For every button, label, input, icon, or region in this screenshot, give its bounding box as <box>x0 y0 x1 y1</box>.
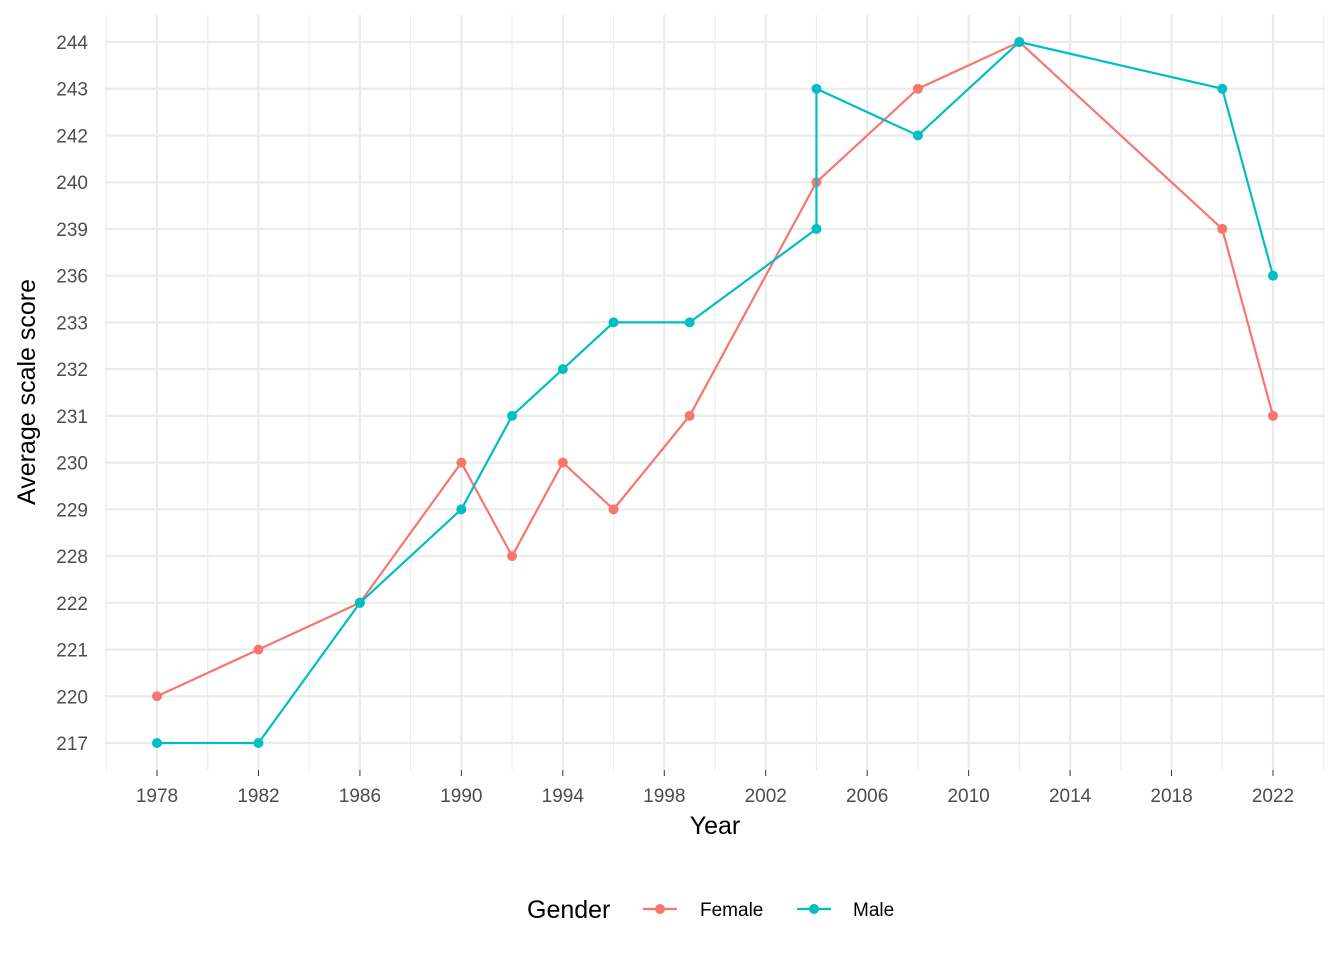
y-tick-label: 239 <box>56 220 88 241</box>
x-tick-label: 1978 <box>136 786 178 807</box>
x-tick-label: 1990 <box>440 786 482 807</box>
legend-label: Female <box>700 900 763 921</box>
x-tick-label: 1998 <box>643 786 685 807</box>
y-tick-label: 228 <box>56 547 88 568</box>
data-point-male <box>557 364 568 375</box>
x-tick-label: 1986 <box>339 786 381 807</box>
legend-key-point <box>655 904 665 914</box>
x-axis-title: Year <box>690 812 741 840</box>
data-point-female <box>152 691 162 702</box>
x-tick-label: 2022 <box>1252 786 1294 807</box>
y-tick-label: 236 <box>56 267 88 288</box>
y-tick-label: 243 <box>56 80 88 101</box>
y-axis-title: Average scale score <box>13 279 41 505</box>
data-point-male <box>684 317 695 328</box>
legend-key-point <box>809 904 819 914</box>
data-point-male <box>912 130 923 141</box>
x-tick-label: 1982 <box>237 786 279 807</box>
data-point-male <box>507 410 518 421</box>
data-point-male <box>1268 270 1278 281</box>
series-line-male <box>157 40 1275 745</box>
y-tick-label: 217 <box>56 734 88 755</box>
grid <box>105 15 1325 770</box>
data-point-male <box>1014 37 1025 47</box>
y-tick-label: 233 <box>56 313 88 334</box>
y-tick-label: 221 <box>56 641 88 662</box>
x-axis-ticks: 1978 1982 1986 1990 1994 1998 2002 2006 2010 2014… <box>136 770 1294 807</box>
y-tick-label: 222 <box>56 594 88 615</box>
x-tick-label: 2018 <box>1150 786 1192 807</box>
data-point-female <box>608 504 619 515</box>
data-point-male <box>456 504 467 515</box>
x-tick-label: 2010 <box>947 786 989 807</box>
data-point-female <box>1268 410 1278 421</box>
legend-title: Gender <box>527 896 610 924</box>
legend-label: Male <box>853 900 894 921</box>
y-tick-label: 242 <box>56 126 88 147</box>
data-point-female <box>1217 223 1228 234</box>
data-point-male <box>152 738 162 748</box>
x-tick-label: 1994 <box>542 786 585 807</box>
data-point-female <box>507 551 518 562</box>
data-point-male <box>354 597 365 608</box>
x-tick-label: 2006 <box>846 786 888 807</box>
legend: Gender Female Male <box>527 896 894 924</box>
y-tick-label: 230 <box>56 454 88 475</box>
data-point-female <box>684 410 695 421</box>
y-axis-ticks: 217 220 221 222 228 229 230 231 232 233 236 239 240 2… <box>56 33 88 755</box>
y-tick-label: 240 <box>56 173 88 194</box>
data-point-male <box>811 83 822 94</box>
x-tick-label: 2014 <box>1049 786 1092 807</box>
data-point-male <box>811 223 822 234</box>
data-point-female <box>456 457 467 468</box>
y-tick-label: 244 <box>56 33 88 54</box>
data-point-male <box>608 317 619 328</box>
data-point-female <box>557 457 568 468</box>
data-point-female <box>253 644 264 655</box>
y-tick-label: 220 <box>56 687 88 708</box>
y-tick-label: 229 <box>56 500 88 521</box>
data-point-male <box>253 738 264 748</box>
x-tick-label: 2002 <box>745 786 787 807</box>
data-point-female <box>912 83 923 94</box>
y-tick-label: 231 <box>56 407 88 428</box>
data-point-male <box>1217 83 1228 94</box>
series-layer <box>152 37 1278 748</box>
y-tick-label: 232 <box>56 360 88 381</box>
